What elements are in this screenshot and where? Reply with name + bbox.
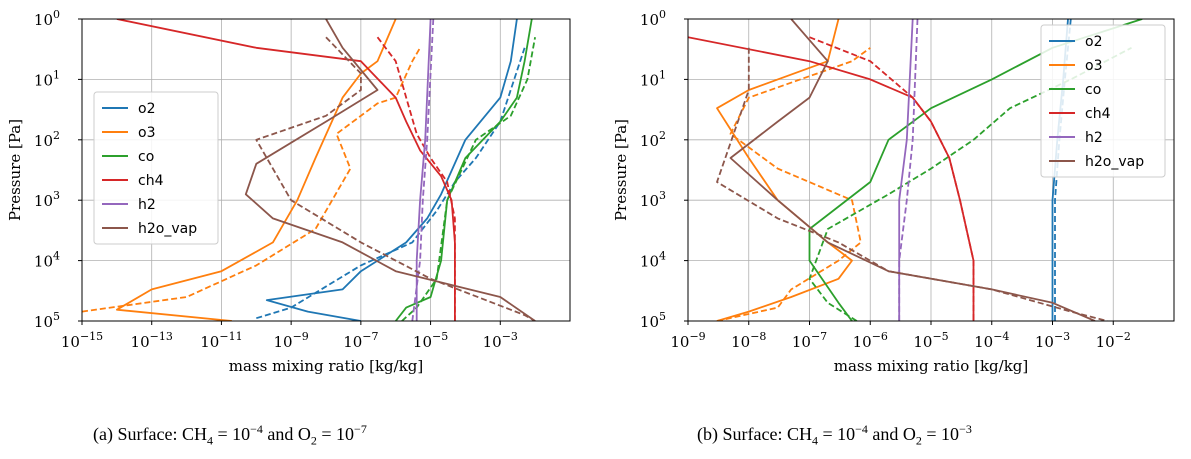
caption-a-sup2: −7 [354, 422, 367, 436]
x-tick-label: 10−4 [974, 330, 1009, 351]
caption-b-eq2: = 10 [921, 424, 960, 444]
series-line-ch4-dashed [809, 36, 975, 321]
caption-a-sub2: 2 [310, 433, 317, 448]
chart-panel-a: 10−15 10−13 10−11 10−9 10−7 10−5 10−3 100 101 102… [6, 8, 571, 375]
legend-frame [93, 91, 219, 245]
y-tick-label: 101 [34, 68, 60, 89]
series-line-co-solid [808, 19, 1143, 321]
legend-frame [1040, 24, 1166, 178]
caption-a-sub1: 4 [206, 433, 213, 448]
y-tick-label: 102 [640, 129, 666, 150]
y-tick-label: 101 [640, 68, 666, 89]
x-axis-label: mass mixing ratio [kg/kg] [229, 357, 424, 375]
y-tick-label: 102 [34, 129, 60, 150]
y-tick-label: 100 [640, 8, 666, 29]
series-line-o2-solid [265, 19, 518, 321]
series-line-h2o_vap-solid [729, 19, 1096, 321]
caption-b-eq1: = 10 [817, 424, 856, 444]
caption-a-prefix: (a) Surface: CH [93, 424, 207, 444]
legend-label-o2: o2 [138, 101, 155, 117]
legend-label-h2: h2 [1085, 130, 1103, 146]
y-axis-label: Pressure [Pa] [6, 119, 24, 221]
caption-b-mid: and O [867, 424, 916, 444]
y-tick-label: 105 [640, 310, 666, 331]
y-tick-label: 105 [34, 310, 60, 331]
y-axis-label: Pressure [Pa] [612, 119, 630, 221]
x-tick-label: 10−9 [273, 330, 308, 351]
x-tick-label: 10−7 [343, 330, 378, 351]
x-tick-label: 10−8 [731, 330, 766, 351]
x-tick-label: 10−7 [792, 330, 827, 351]
y-tick-label: 104 [640, 250, 666, 271]
x-tick-label: 10−13 [131, 330, 173, 351]
caption-a: (a) Surface: CH4 = 10−4 and O2 = 10−7 [93, 422, 367, 449]
axes-frame [81, 18, 571, 322]
chart-panel-b: 10−9 10−8 10−7 10−6 10−5 10−4 10−3 10−2 100 101 10… [612, 8, 1175, 375]
caption-b: (b) Surface: CH4 = 10−4 and O2 = 10−3 [697, 422, 972, 449]
series-line-o3-solid [716, 19, 853, 321]
caption-b-sup1: −4 [855, 422, 868, 436]
y-tick-label: 103 [640, 189, 666, 210]
y-tick-label: 103 [34, 189, 60, 210]
x-tick-label: 10−6 [853, 330, 888, 351]
series-line-h2-dashed [411, 19, 435, 321]
legend-label-co: co [138, 149, 154, 165]
x-tick-label: 10−9 [670, 330, 705, 351]
y-tick-label: 100 [34, 8, 60, 29]
legend-label-h2: h2 [138, 197, 156, 213]
x-tick-label: 10−3 [1035, 330, 1070, 351]
caption-b-prefix: (b) Surface: CH [697, 424, 812, 444]
x-tick-label: 10−3 [483, 330, 518, 351]
x-tick-label: 10−5 [413, 330, 448, 351]
caption-a-sup1: −4 [250, 422, 263, 436]
series-line-h2o_vap-solid [244, 19, 536, 321]
series-line-ch4-solid [116, 19, 456, 321]
x-tick-label: 10−11 [200, 330, 242, 351]
x-tick-label: 10−2 [1096, 330, 1131, 351]
legend-label-o3: o3 [138, 125, 155, 141]
caption-b-sup2: −3 [959, 422, 972, 436]
series-line-h2-dashed [898, 19, 919, 321]
legend-label-o2: o2 [1085, 34, 1102, 50]
legend-label-co: co [1085, 82, 1101, 98]
legend-label-ch4: ch4 [138, 173, 164, 189]
y-tick-label: 104 [34, 250, 60, 271]
series-line-o3-solid [116, 19, 397, 321]
series-line-co-dashed [808, 47, 1132, 321]
series-line-o3-dashed [716, 47, 871, 321]
series-line-o2-dashed [256, 47, 526, 320]
series-line-ch4-dashed [376, 36, 456, 321]
caption-a-eq2: = 10 [316, 424, 355, 444]
legend-label-o3: o3 [1085, 58, 1102, 74]
legend-label-h2o_vap: h2o_vap [1085, 154, 1144, 170]
caption-b-sub2: 2 [915, 433, 922, 448]
series-group [82, 19, 536, 321]
legend-label-ch4: ch4 [1085, 106, 1111, 122]
legend: o2 o3 co ch4 h2 h2o_vap [1040, 24, 1166, 178]
x-tick-label: 10−5 [913, 330, 948, 351]
x-tick-label: 10−15 [61, 330, 103, 351]
series-line-co-dashed [401, 37, 536, 321]
caption-a-eq1: = 10 [212, 424, 251, 444]
series-line-h2o_vap-dashed [255, 36, 536, 321]
caption-b-sub1: 4 [811, 433, 818, 448]
series-line-ch4-solid [688, 36, 975, 321]
caption-a-mid: and O [262, 424, 311, 444]
x-axis-label: mass mixing ratio [kg/kg] [834, 357, 1029, 375]
series-line-h2o_vap-dashed [716, 47, 1108, 321]
legend-label-h2o_vap: h2o_vap [138, 221, 197, 237]
legend: o2 o3 co ch4 h2 h2o_vap [93, 91, 219, 245]
